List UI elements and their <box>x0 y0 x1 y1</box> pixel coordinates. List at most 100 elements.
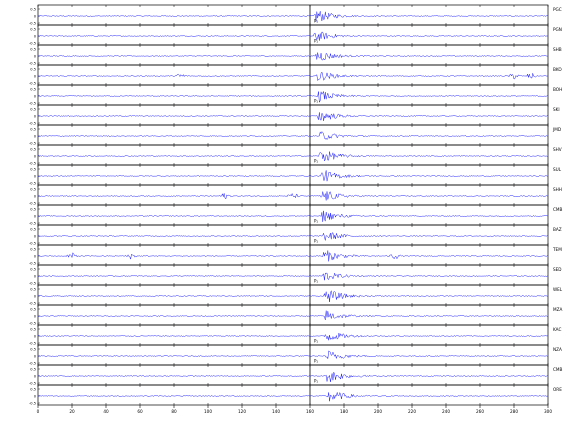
waveform-line <box>37 112 549 121</box>
trace-panel: 0.5 0 -0.5 CMB P₁ <box>29 364 563 386</box>
trace-panel: 0.5 0 -0.5 SUL <box>29 164 562 186</box>
pick-label: P₁ <box>314 239 318 244</box>
station-label: JMD <box>552 127 561 132</box>
trace-panel: 0.5 0 -0.5 ORE <box>29 384 562 406</box>
trace-panels: 0.50-0.5PGCP₁0.50-0.5PGNP₁0.50-0.5SHB0.5… <box>29 4 563 406</box>
amplitude-tick-label: -0.5 <box>29 302 36 306</box>
panel-frame <box>37 84 549 106</box>
amplitude-tick-label: -0.5 <box>29 102 36 106</box>
x-tick-label: 40 <box>103 409 109 414</box>
station-label: SHB <box>553 47 562 52</box>
amplitude-tick-label: 0.5 <box>30 268 36 272</box>
amplitude-tick-label: 0.5 <box>30 208 36 212</box>
amplitude-tick-label: 0.5 <box>30 348 36 352</box>
amplitude-tick-label: -0.5 <box>29 62 36 66</box>
amplitude-tick-label: 0.5 <box>30 48 36 52</box>
amplitude-tick-label: 0 <box>34 295 37 299</box>
pick-label: P₁ <box>314 359 318 364</box>
x-tick-label: 220 <box>408 409 416 414</box>
waveform-line <box>37 272 549 281</box>
station-label: PGN <box>553 27 562 32</box>
panel-frame <box>37 204 549 226</box>
station-label: SKI <box>553 107 560 112</box>
amplitude-tick-label: -0.5 <box>29 122 36 126</box>
station-label: NZA <box>553 347 562 352</box>
station-label: BAZ <box>553 227 562 232</box>
trace-panel: 0.5 0 -0.5 SHV P₁ <box>29 144 562 166</box>
waveform-line <box>37 332 549 341</box>
station-label: SHV <box>553 147 562 152</box>
amplitude-tick-label: 0 <box>34 235 37 239</box>
amplitude-tick-label: 0 <box>34 335 37 339</box>
station-label: PGC <box>553 7 562 12</box>
panel-frame <box>37 244 549 266</box>
amplitude-tick-label: 0 <box>34 75 37 79</box>
station-label: WEL <box>553 287 563 292</box>
station-label: TEM <box>552 247 562 252</box>
pick-label: P₁ <box>314 159 318 164</box>
amplitude-tick-label: 0 <box>34 135 37 139</box>
trace-panel: 0.5 0 -0.5 SKI <box>29 104 560 126</box>
station-label: BOH <box>553 87 562 92</box>
amplitude-tick-label: -0.5 <box>29 282 36 286</box>
x-tick-label: 60 <box>137 409 143 414</box>
x-tick-label: 160 <box>306 409 314 414</box>
amplitude-tick-label: 0 <box>34 155 37 159</box>
waveform-line <box>37 151 549 162</box>
panel-frame <box>37 104 549 126</box>
amplitude-tick-label: -0.5 <box>29 262 36 266</box>
amplitude-tick-label: -0.5 <box>29 182 36 186</box>
amplitude-tick-label: -0.5 <box>29 222 36 226</box>
amplitude-tick-label: 0 <box>34 55 37 59</box>
station-label: CMB <box>553 207 563 212</box>
panel-frame <box>37 144 549 166</box>
pick-label: P₁ <box>314 39 318 44</box>
panel-frame <box>37 324 549 346</box>
amplitude-tick-label: -0.5 <box>29 322 36 326</box>
amplitude-tick-label: 0.5 <box>30 248 36 252</box>
amplitude-tick-label: 0 <box>34 315 37 319</box>
x-tick-label: 20 <box>69 409 75 414</box>
amplitude-tick-label: -0.5 <box>29 202 36 206</box>
waveform-line <box>37 391 549 402</box>
station-label: KAC <box>553 327 561 332</box>
trace-panel: 0.5 0 -0.5 PGN P₁ <box>29 24 562 46</box>
waveform-line <box>37 71 549 82</box>
trace-panel: 0.5 0 -0.5 KAC P₁ <box>29 324 561 346</box>
pick-label: P₁ <box>314 339 318 344</box>
trace-panel: 0.5 0 -0.5 BAZ P₁ <box>29 224 562 246</box>
pick-label: P₁ <box>314 379 318 384</box>
amplitude-tick-label: 0.5 <box>30 308 36 312</box>
panel-frame <box>37 344 549 366</box>
panel-frame <box>37 184 549 206</box>
trace-panel: 0.5 0 -0.5 MZA <box>29 304 562 326</box>
waveform-line <box>37 131 549 140</box>
trace-panel: 0.5 0 -0.5 SED P₁ <box>29 264 562 286</box>
trace-panel: 0.5 0 -0.5 SHB <box>29 44 562 66</box>
x-tick-label: 140 <box>272 409 280 414</box>
amplitude-tick-label: 0 <box>34 35 37 39</box>
amplitude-tick-label: 0.5 <box>30 188 36 192</box>
waveform-line <box>37 289 549 303</box>
amplitude-tick-label: -0.5 <box>29 42 36 46</box>
station-label: CMB <box>553 367 563 372</box>
x-tick-label: 180 <box>340 409 348 414</box>
station-label: SED <box>553 267 562 272</box>
amplitude-tick-label: 0 <box>34 395 37 399</box>
waveform-line <box>37 170 549 182</box>
amplitude-tick-label: -0.5 <box>29 362 36 366</box>
panel-frame <box>37 284 549 306</box>
trace-panel: 0.5 0 -0.5 PGC P₁ <box>29 4 562 26</box>
pick-label: P₁ <box>314 219 318 224</box>
station-label: ORE <box>553 387 562 392</box>
amplitude-tick-label: 0 <box>34 275 37 279</box>
pick-label: P₁ <box>314 279 318 284</box>
waveform-line <box>37 11 549 22</box>
x-tick-label: 0 <box>37 409 40 414</box>
trace-panel: 0.5 0 -0.5 BKO <box>29 64 562 86</box>
station-label: MZA <box>553 307 562 312</box>
amplitude-tick-label: -0.5 <box>29 22 36 26</box>
amplitude-tick-label: 0.5 <box>30 388 36 392</box>
x-tick-label: 80 <box>171 409 177 414</box>
amplitude-tick-label: 0 <box>34 115 37 119</box>
